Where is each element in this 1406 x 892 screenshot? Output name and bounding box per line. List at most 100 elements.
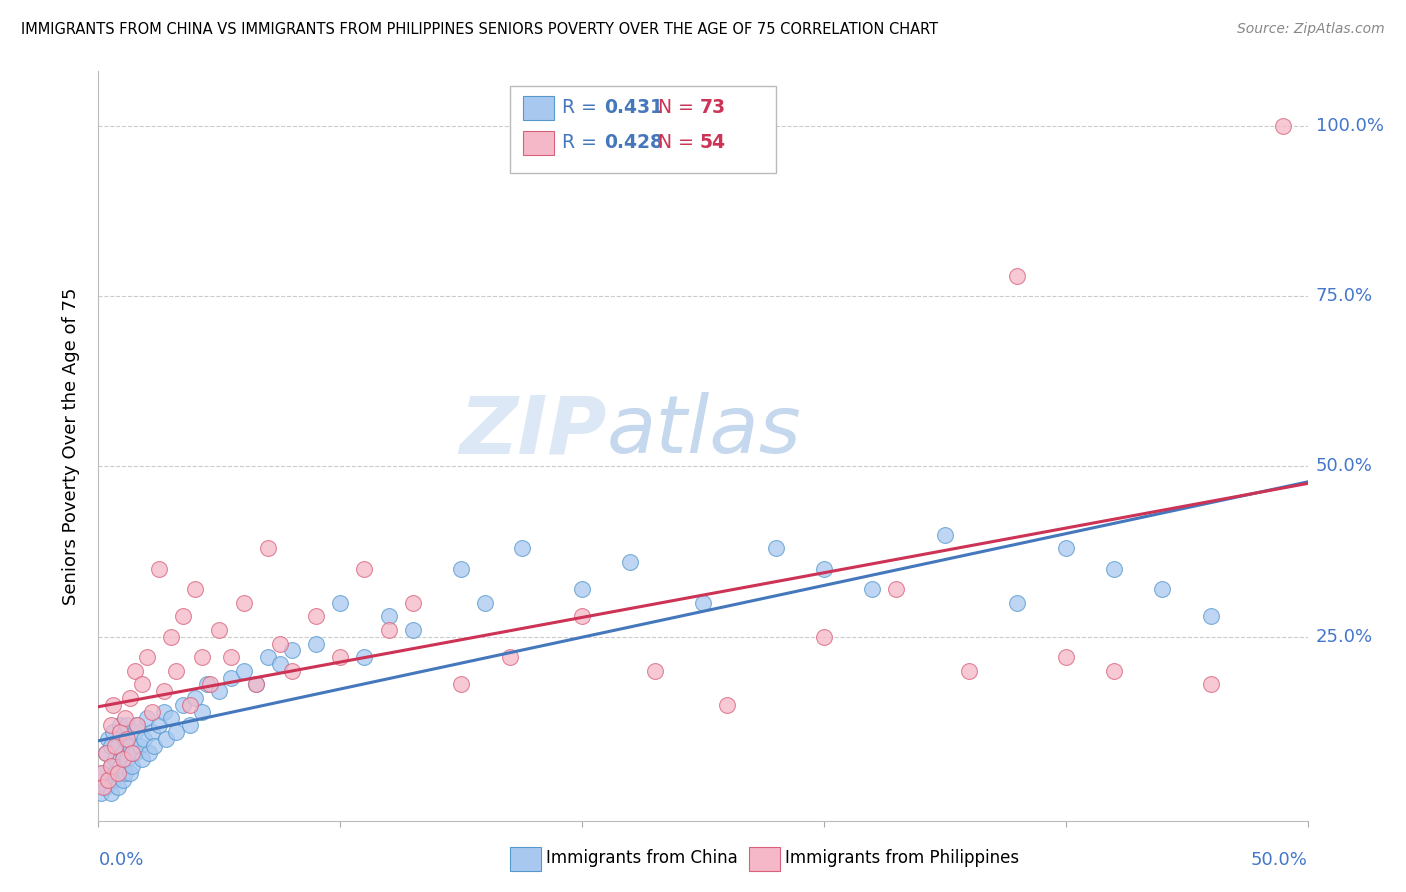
Point xyxy=(160,630,183,644)
Point xyxy=(179,718,201,732)
Point xyxy=(94,746,117,760)
Point xyxy=(152,705,174,719)
Point xyxy=(135,650,157,665)
Text: Immigrants from Philippines: Immigrants from Philippines xyxy=(785,849,1019,867)
Point xyxy=(957,664,980,678)
Point xyxy=(195,677,218,691)
Point xyxy=(111,746,134,760)
Point xyxy=(571,609,593,624)
Point xyxy=(97,731,120,746)
Text: 50.0%: 50.0% xyxy=(1251,851,1308,869)
Point xyxy=(114,766,136,780)
Point xyxy=(256,541,278,556)
Point xyxy=(1054,541,1077,556)
Point xyxy=(765,541,787,556)
Point xyxy=(114,711,136,725)
Point xyxy=(152,684,174,698)
Point xyxy=(232,664,254,678)
Point xyxy=(135,711,157,725)
Point xyxy=(813,561,835,575)
Point xyxy=(107,739,129,753)
Point xyxy=(131,677,153,691)
Point xyxy=(232,596,254,610)
Point xyxy=(644,664,666,678)
Point xyxy=(107,766,129,780)
Point xyxy=(269,636,291,650)
Point xyxy=(90,786,112,800)
Point xyxy=(1199,609,1222,624)
Point xyxy=(221,671,243,685)
Point xyxy=(100,718,122,732)
Point xyxy=(510,541,533,556)
Point xyxy=(198,677,221,691)
Point xyxy=(117,731,139,746)
Point xyxy=(281,643,304,657)
Point xyxy=(716,698,738,712)
Text: R =: R = xyxy=(561,133,602,152)
Point xyxy=(1054,650,1077,665)
Text: 54: 54 xyxy=(699,133,725,152)
Point xyxy=(256,650,278,665)
Text: 0.431: 0.431 xyxy=(603,98,662,117)
Point xyxy=(813,630,835,644)
Point xyxy=(208,623,231,637)
Point xyxy=(571,582,593,596)
Point xyxy=(127,718,149,732)
Text: Immigrants from China: Immigrants from China xyxy=(546,849,737,867)
Point xyxy=(111,772,134,787)
Text: 25.0%: 25.0% xyxy=(1316,628,1374,646)
Point xyxy=(104,739,127,753)
Point xyxy=(377,623,399,637)
Text: 0.428: 0.428 xyxy=(603,133,662,152)
Point xyxy=(886,582,908,596)
Point xyxy=(1102,561,1125,575)
Point xyxy=(121,759,143,773)
Point xyxy=(860,582,883,596)
Point xyxy=(1272,119,1295,133)
Point xyxy=(100,739,122,753)
Point xyxy=(128,739,150,753)
Point xyxy=(498,650,520,665)
Point xyxy=(101,698,124,712)
Point xyxy=(91,766,114,780)
Point xyxy=(329,650,352,665)
Point xyxy=(141,725,163,739)
Text: N =: N = xyxy=(658,98,700,117)
Point xyxy=(281,664,304,678)
Point xyxy=(353,561,375,575)
Text: 100.0%: 100.0% xyxy=(1316,117,1384,135)
Point xyxy=(108,718,131,732)
Point xyxy=(402,623,425,637)
Point xyxy=(118,766,141,780)
Point xyxy=(100,759,122,773)
Point xyxy=(111,752,134,766)
Point xyxy=(118,691,141,706)
Text: IMMIGRANTS FROM CHINA VS IMMIGRANTS FROM PHILIPPINES SENIORS POVERTY OVER THE AG: IMMIGRANTS FROM CHINA VS IMMIGRANTS FROM… xyxy=(21,22,938,37)
Point xyxy=(165,664,187,678)
Point xyxy=(97,772,120,787)
Point xyxy=(179,698,201,712)
Point xyxy=(101,772,124,787)
Text: 0.0%: 0.0% xyxy=(98,851,143,869)
Point xyxy=(1152,582,1174,596)
Text: R =: R = xyxy=(561,98,602,117)
Point xyxy=(1007,596,1029,610)
Point xyxy=(91,780,114,794)
Point xyxy=(94,746,117,760)
Point xyxy=(124,725,146,739)
Point xyxy=(191,705,214,719)
Point xyxy=(121,746,143,760)
Point xyxy=(148,718,170,732)
Point xyxy=(117,752,139,766)
Point xyxy=(117,718,139,732)
Point xyxy=(160,711,183,725)
Point xyxy=(245,677,267,691)
Point xyxy=(208,684,231,698)
Point xyxy=(474,596,496,610)
Point xyxy=(97,772,120,787)
Point xyxy=(172,609,194,624)
Point xyxy=(172,698,194,712)
Point xyxy=(134,731,156,746)
Point xyxy=(118,739,141,753)
Point xyxy=(101,725,124,739)
